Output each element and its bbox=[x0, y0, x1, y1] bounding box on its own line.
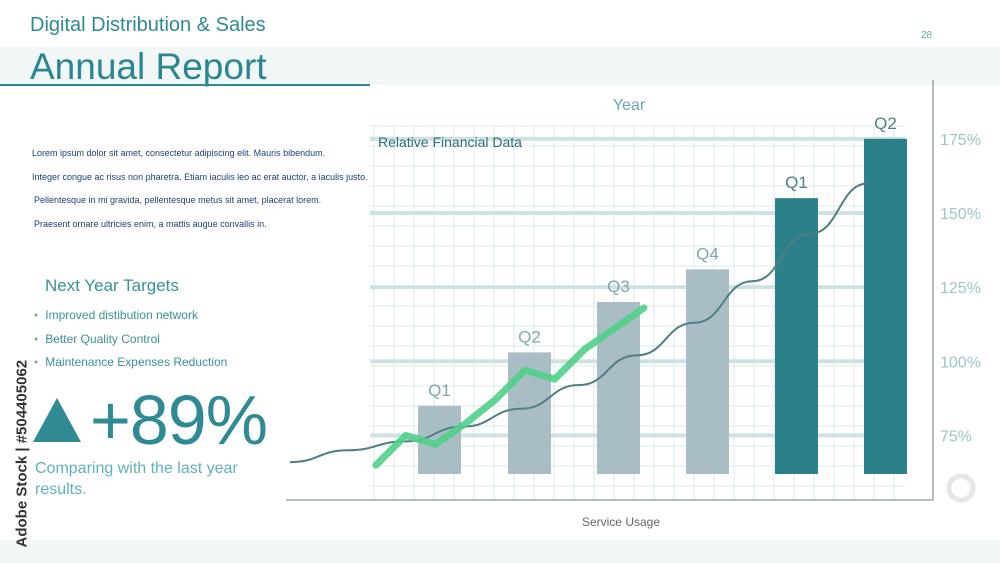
bar bbox=[686, 269, 729, 474]
title-underline bbox=[0, 84, 370, 86]
list-item: Better Quality Control bbox=[34, 328, 227, 352]
bar-category-label: Q3 bbox=[607, 277, 630, 296]
report-title: Annual Report bbox=[30, 46, 267, 87]
footer-band bbox=[0, 540, 1000, 563]
targets-title: Next Year Targets bbox=[45, 276, 179, 295]
value-band bbox=[370, 285, 905, 290]
bar-category-label: Q1 bbox=[785, 173, 808, 192]
y-tick-label: 175% bbox=[940, 132, 981, 149]
kpi-caption: Comparing with the last year results. bbox=[35, 460, 238, 498]
intro-line: Lorem ipsum dolor sit amet, consectetur … bbox=[32, 148, 326, 158]
bar bbox=[775, 198, 818, 475]
y-tick-label: 125% bbox=[940, 280, 981, 297]
x-axis-label: Service Usage bbox=[582, 515, 660, 529]
intro-line: Integer congue ac risus non pharetra. Et… bbox=[32, 171, 368, 182]
triangle-up-icon bbox=[33, 398, 81, 442]
bar-category-label: Q2 bbox=[518, 327, 541, 346]
bar-category-label: Q2 bbox=[874, 114, 897, 133]
y-tick-label: 100% bbox=[940, 354, 981, 371]
intro-line: Praesent ornare ultricies enim, a mattis… bbox=[34, 218, 267, 229]
chart-title: Relative Financial Data bbox=[378, 134, 522, 150]
kpi-value: +89% bbox=[90, 381, 268, 459]
list-item: Improved distibution network bbox=[34, 304, 227, 328]
intro-text: Lorem ipsum dolor sit amet, consectetur … bbox=[32, 142, 372, 236]
value-band bbox=[370, 136, 905, 141]
chart-bars: Q1 Q2 Q3 Q4 Q1 Q2 bbox=[418, 114, 907, 475]
targets-list: Improved distibution network Better Qual… bbox=[34, 304, 227, 375]
y-tick-label: 75% bbox=[940, 428, 972, 445]
header-band bbox=[0, 47, 1000, 85]
list-item: Maintenance Expenses Reduction bbox=[34, 351, 227, 375]
bar-category-label: Q4 bbox=[696, 244, 719, 263]
page-number: 28 bbox=[921, 30, 933, 41]
bar bbox=[864, 138, 907, 474]
growth-line bbox=[372, 304, 648, 469]
report-subtitle: Digital Distribution & Sales bbox=[30, 14, 266, 36]
bar bbox=[597, 301, 640, 474]
chart-top-label: Year bbox=[613, 97, 646, 114]
intro-line: Pellentesque in mi gravida, pellentesque… bbox=[34, 195, 322, 205]
loading-ring-icon bbox=[946, 473, 976, 503]
chart-axes: 75% 100% 125% 150% 175% bbox=[286, 80, 981, 501]
bar-category-label: Q1 bbox=[428, 381, 451, 400]
y-tick-label: 150% bbox=[940, 206, 981, 223]
chart-lines bbox=[289, 182, 869, 469]
value-band bbox=[370, 210, 905, 215]
